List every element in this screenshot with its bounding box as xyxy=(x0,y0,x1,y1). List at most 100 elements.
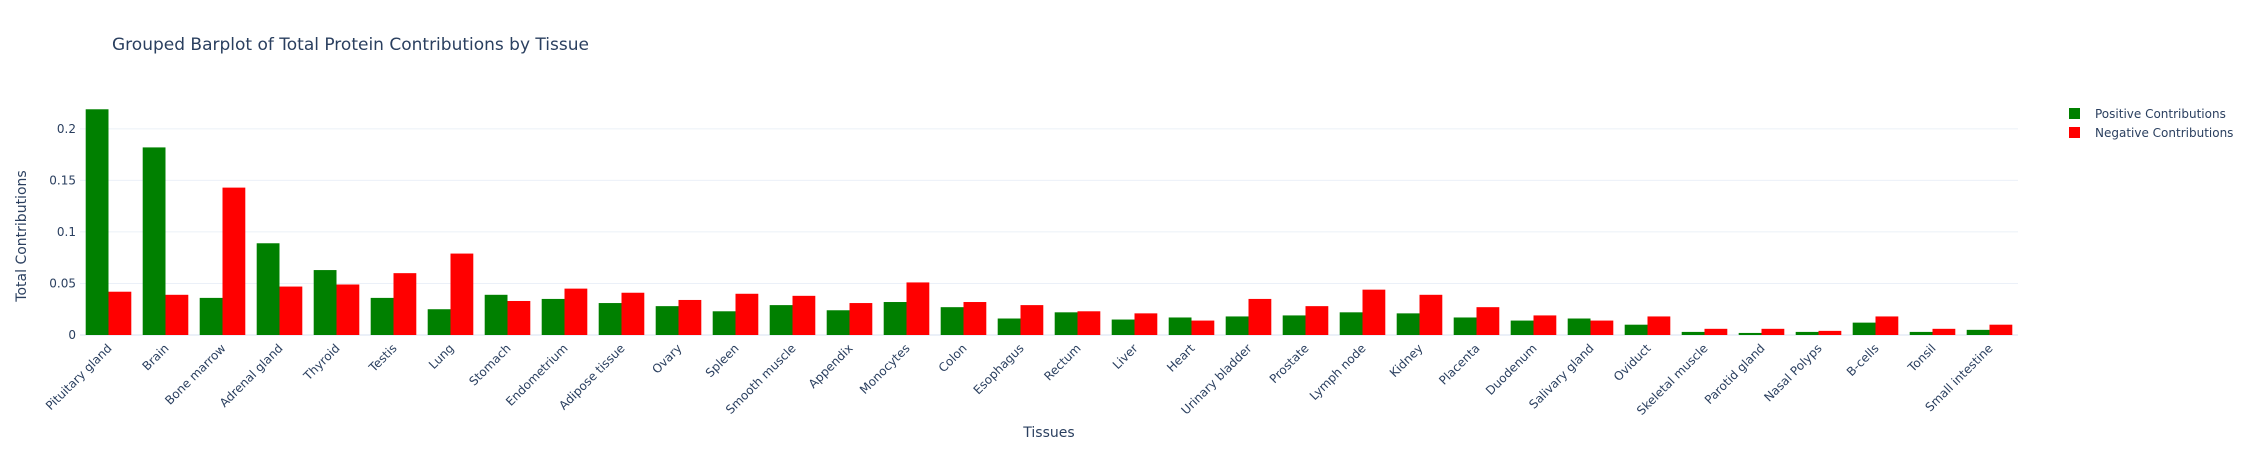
x-tick-label: Ovary xyxy=(649,341,684,376)
bar-positive[interactable] xyxy=(1852,322,1876,335)
bar-positive[interactable] xyxy=(1624,324,1648,335)
bar-negative[interactable] xyxy=(1989,324,2013,335)
y-tick-labels: 0 0.05 0.1 0.15 0.2 xyxy=(49,122,76,342)
bar-positive[interactable] xyxy=(85,109,109,335)
bar-negative[interactable] xyxy=(1932,328,1956,335)
bar-positive[interactable] xyxy=(826,310,850,335)
x-axis-title: Tissues xyxy=(1022,425,1074,441)
bar-negative[interactable] xyxy=(1191,320,1215,335)
y-tick-label: 0.1 xyxy=(57,225,76,239)
bar-positive[interactable] xyxy=(313,270,337,335)
x-tick-label: Lymph node xyxy=(1307,341,1369,403)
bar-negative[interactable] xyxy=(507,300,531,335)
bar-positive[interactable] xyxy=(598,303,622,335)
bar-negative[interactable] xyxy=(279,286,303,335)
legend-swatch-negative xyxy=(2069,127,2080,138)
x-tick-label: Spleen xyxy=(703,341,742,380)
bar-negative[interactable] xyxy=(1590,320,1614,335)
bar-positive[interactable] xyxy=(1111,319,1135,335)
x-tick-label: Parotid gland xyxy=(1702,341,1768,407)
legend-label-positive: Positive Contributions xyxy=(2095,107,2226,121)
bar-positive[interactable] xyxy=(1510,320,1534,335)
x-tick-label: Placenta xyxy=(1436,341,1482,387)
bar-negative[interactable] xyxy=(222,187,246,335)
bar-negative[interactable] xyxy=(621,292,645,335)
bar-positive[interactable] xyxy=(997,318,1021,335)
x-tick-label: Oviduct xyxy=(1611,341,1654,384)
bar-negative[interactable] xyxy=(1875,316,1899,335)
bar-negative[interactable] xyxy=(792,295,816,335)
bar-negative[interactable] xyxy=(1704,328,1728,335)
bar-negative[interactable] xyxy=(108,291,132,335)
bar-positive[interactable] xyxy=(940,307,964,335)
bar-positive[interactable] xyxy=(1168,317,1192,335)
x-tick-label: Testis xyxy=(366,341,400,375)
bar-positive[interactable] xyxy=(1681,331,1705,335)
legend-item-positive[interactable]: Positive Contributions xyxy=(2069,107,2226,121)
bar-positive[interactable] xyxy=(1795,331,1819,335)
bar-negative[interactable] xyxy=(849,303,873,335)
bar-positive[interactable] xyxy=(1054,312,1078,335)
y-tick-label: 0.05 xyxy=(49,276,76,290)
x-tick-label: Stomach xyxy=(466,341,513,388)
bar-negative[interactable] xyxy=(165,294,189,335)
bar-negative[interactable] xyxy=(564,288,588,335)
bar-negative[interactable] xyxy=(1761,328,1785,335)
bar-negative[interactable] xyxy=(1077,311,1101,335)
bar-positive[interactable] xyxy=(142,147,166,335)
bar-negative[interactable] xyxy=(735,293,759,335)
bar-negative[interactable] xyxy=(963,302,987,335)
bar-positive[interactable] xyxy=(1738,332,1762,335)
bar-negative[interactable] xyxy=(1362,289,1386,335)
bar-positive[interactable] xyxy=(655,306,679,335)
bar-positive[interactable] xyxy=(1453,317,1477,335)
bar-negative[interactable] xyxy=(906,282,930,335)
bars xyxy=(85,109,2013,336)
bar-negative[interactable] xyxy=(1818,330,1842,335)
bar-positive[interactable] xyxy=(256,243,280,335)
bar-positive[interactable] xyxy=(769,305,793,335)
bar-negative[interactable] xyxy=(450,253,474,335)
bar-negative[interactable] xyxy=(1305,306,1329,335)
bar-positive[interactable] xyxy=(1567,318,1591,335)
bar-positive[interactable] xyxy=(883,302,907,335)
x-tick-label: Monocytes xyxy=(857,341,913,397)
bar-negative[interactable] xyxy=(678,299,702,335)
x-tick-label: Duodenum xyxy=(1483,341,1540,398)
bar-positive[interactable] xyxy=(484,294,508,335)
x-tick-label: Prostate xyxy=(1267,341,1312,386)
x-tick-label: B-cells xyxy=(1844,341,1882,379)
bar-negative[interactable] xyxy=(336,284,360,336)
x-tick-label: Lung xyxy=(426,341,457,372)
chart-title: Grouped Barplot of Total Protein Contrib… xyxy=(112,35,589,55)
y-tick-label: 0.2 xyxy=(57,122,76,136)
legend[interactable]: Positive Contributions Negative Contribu… xyxy=(2069,107,2233,140)
bar-positive[interactable] xyxy=(1339,312,1363,335)
bar-positive[interactable] xyxy=(1282,315,1306,335)
bar-negative[interactable] xyxy=(393,273,417,335)
bar-positive[interactable] xyxy=(1909,331,1933,335)
bar-positive[interactable] xyxy=(370,297,394,335)
bar-positive[interactable] xyxy=(1966,329,1990,335)
bar-negative[interactable] xyxy=(1020,305,1044,335)
x-tick-label: Brain xyxy=(139,341,171,373)
bar-positive[interactable] xyxy=(1225,316,1249,335)
legend-swatch-positive xyxy=(2069,108,2080,119)
y-axis-title: Total Contributions xyxy=(14,170,30,302)
bar-negative[interactable] xyxy=(1134,313,1158,335)
bar-negative[interactable] xyxy=(1476,307,1500,335)
bar-positive[interactable] xyxy=(427,309,451,335)
x-tick-label: Kidney xyxy=(1387,341,1426,380)
bar-positive[interactable] xyxy=(199,297,223,335)
bar-positive[interactable] xyxy=(541,298,565,335)
bar-positive[interactable] xyxy=(1396,313,1420,335)
bar-positive[interactable] xyxy=(712,311,736,335)
y-tick-label: 0 xyxy=(68,328,76,342)
bar-negative[interactable] xyxy=(1533,315,1557,335)
bar-negative[interactable] xyxy=(1248,298,1272,335)
bar-negative[interactable] xyxy=(1419,294,1443,335)
bar-negative[interactable] xyxy=(1647,316,1671,335)
legend-item-negative[interactable]: Negative Contributions xyxy=(2069,126,2233,140)
